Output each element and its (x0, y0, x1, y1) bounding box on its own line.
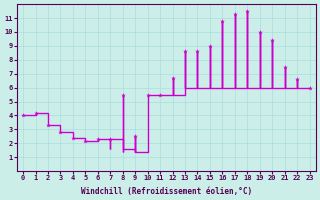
X-axis label: Windchill (Refroidissement éolien,°C): Windchill (Refroidissement éolien,°C) (81, 187, 252, 196)
